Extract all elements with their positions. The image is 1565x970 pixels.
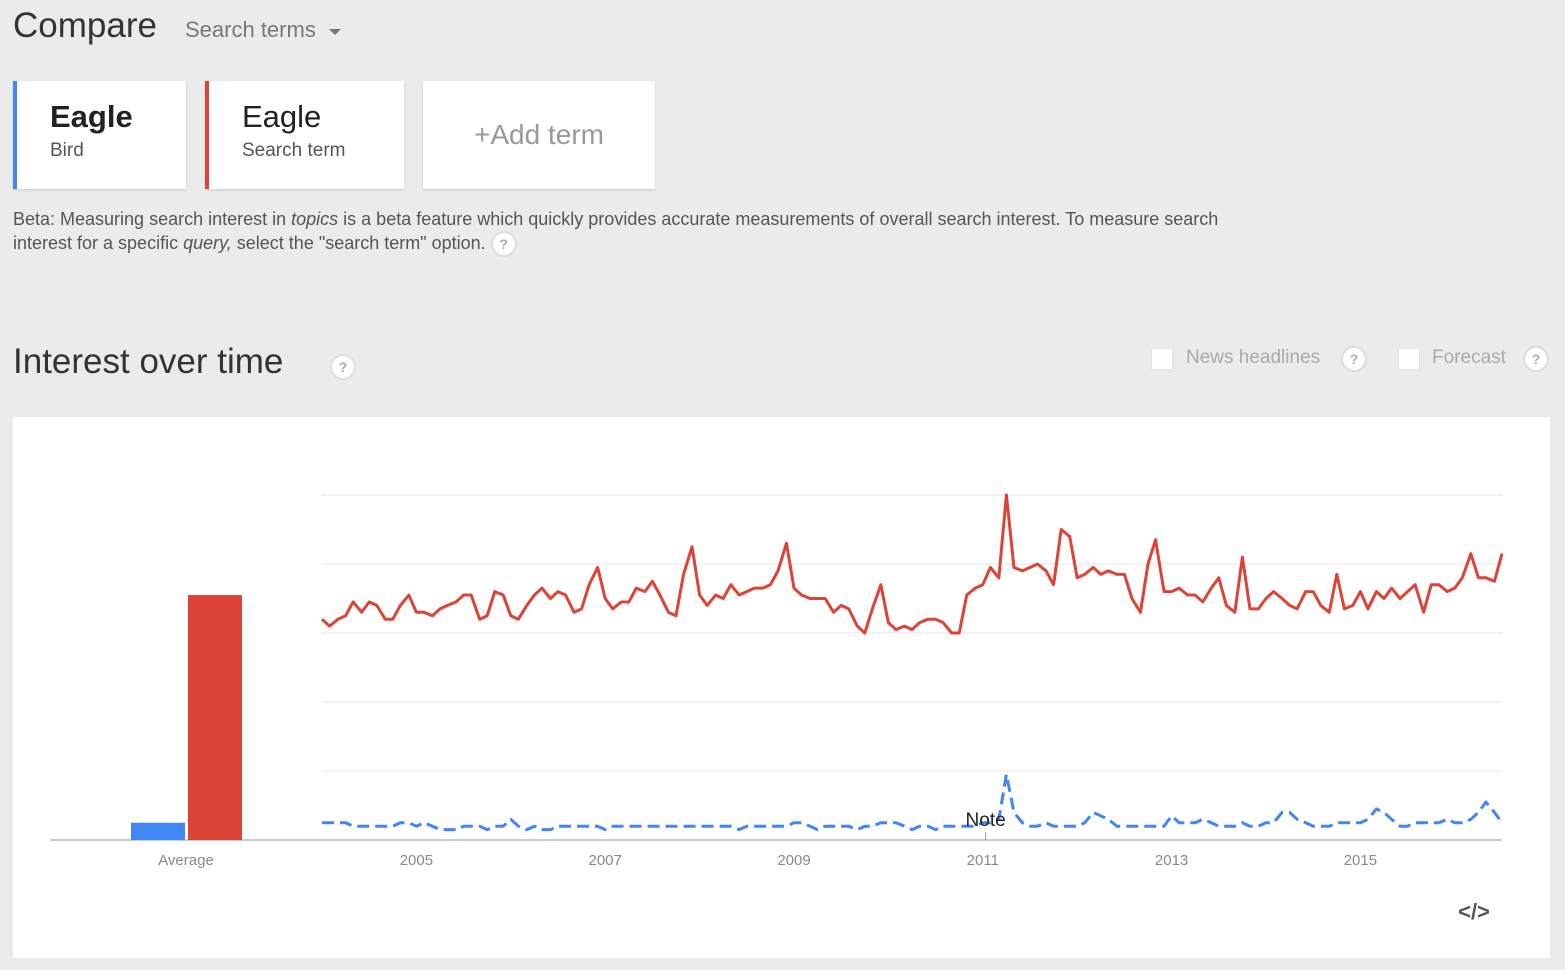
series-line xyxy=(320,493,1504,635)
term-card[interactable]: Eagle Bird xyxy=(13,81,186,189)
x-tick-label: 2005 xyxy=(400,852,433,869)
chart-panel xyxy=(13,417,1550,958)
average-label: Average xyxy=(158,852,214,869)
option-label: News headlines xyxy=(1186,347,1321,368)
help-icon[interactable]: ? xyxy=(1523,346,1549,372)
average-bar xyxy=(188,595,242,840)
embed-icon[interactable]: </> xyxy=(1458,899,1490,924)
x-tick-label: 2011 xyxy=(967,852,999,869)
checkbox[interactable] xyxy=(1398,348,1420,370)
help-icon[interactable]: ? xyxy=(490,231,517,258)
help-icon[interactable]: ? xyxy=(1341,346,1367,372)
x-tick-label: 2013 xyxy=(1155,852,1188,869)
term-card[interactable]: Eagle Search term xyxy=(205,81,404,189)
series-line xyxy=(322,772,1504,832)
average-bar xyxy=(131,822,185,840)
term-kind: Bird xyxy=(50,140,84,161)
checkbox[interactable] xyxy=(1151,348,1173,370)
option-label: Forecast xyxy=(1432,347,1506,368)
note-emphasis: topics xyxy=(291,209,339,229)
note-text: Beta: Measuring search interest in xyxy=(13,209,292,229)
page-title: Compare xyxy=(13,6,157,45)
term-name: Eagle xyxy=(242,99,322,134)
help-icon[interactable]: ? xyxy=(330,354,356,380)
note-text: select the "search term" option. xyxy=(231,233,486,253)
annotation: Note xyxy=(966,810,1006,831)
x-tick-label: 2009 xyxy=(777,852,810,869)
add-term-label: +Add term xyxy=(474,119,604,150)
x-tick-label: 2015 xyxy=(1344,852,1377,869)
section-title: Interest over time xyxy=(13,342,284,381)
note-text: is a beta feature which quickly provides… xyxy=(13,209,1219,253)
search-type-dropdown[interactable]: Search terms xyxy=(185,17,342,43)
note-emphasis: query, xyxy=(183,233,232,253)
beta-note: Beta: Measuring search interest in topic… xyxy=(13,207,1233,258)
x-tick-label: 2007 xyxy=(589,852,622,869)
dropdown-label: Search terms xyxy=(185,17,316,42)
term-kind: Search term xyxy=(242,140,346,161)
term-name: Eagle xyxy=(50,99,133,134)
dropdown-arrow xyxy=(328,29,341,35)
add-term-button[interactable]: +Add term xyxy=(423,81,655,189)
